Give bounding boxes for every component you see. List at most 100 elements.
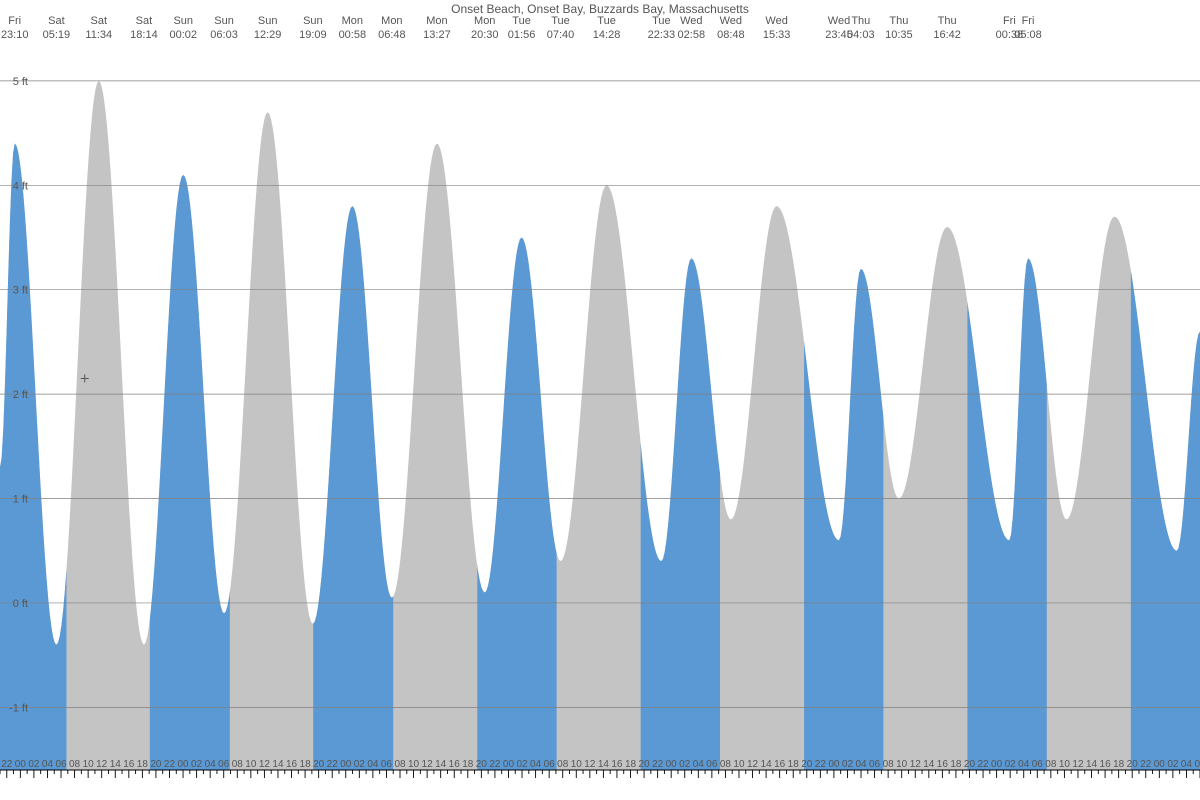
- x-tick-label: 20: [313, 759, 325, 770]
- x-tick-label: 08: [883, 759, 895, 770]
- y-tick-label: 3 ft: [13, 285, 28, 297]
- x-tick-label: 22: [652, 759, 664, 770]
- extremum-day: Sun: [258, 15, 278, 27]
- extremum-time: 22:33: [648, 29, 676, 41]
- extremum-day: Tue: [551, 15, 570, 27]
- extremum-time: 06:03: [210, 29, 238, 41]
- x-tick-label: 22: [977, 759, 989, 770]
- extremum-day: Mon: [474, 15, 495, 27]
- x-tick-label: 04: [42, 759, 54, 770]
- extremum-time: 04:03: [847, 29, 875, 41]
- x-tick-label: 00: [177, 759, 189, 770]
- x-tick-label: 16: [449, 759, 461, 770]
- x-tick-label: 12: [259, 759, 271, 770]
- extremum-day: Mon: [342, 15, 363, 27]
- x-tick-label: 04: [1018, 759, 1030, 770]
- x-tick-label: 02: [354, 759, 366, 770]
- x-tick-label: 16: [937, 759, 949, 770]
- extremum-day: Tue: [512, 15, 531, 27]
- x-tick-label: 18: [950, 759, 962, 770]
- x-tick-label: 20: [1127, 759, 1139, 770]
- extremum-day: Thu: [851, 15, 870, 27]
- x-tick-label: 10: [408, 759, 420, 770]
- x-tick-label: 18: [300, 759, 312, 770]
- x-tick-label: 02: [516, 759, 528, 770]
- x-tick-label: 04: [205, 759, 217, 770]
- x-tick-label: 08: [232, 759, 244, 770]
- extremum-day: Wed: [720, 15, 742, 27]
- x-tick-label: 04: [1181, 759, 1193, 770]
- x-tick-label: 12: [910, 759, 922, 770]
- x-tick-label: 10: [733, 759, 745, 770]
- x-tick-label: 16: [1100, 759, 1112, 770]
- extremum-day: Tue: [597, 15, 616, 27]
- x-tick-label: 18: [462, 759, 474, 770]
- extremum-day: Sun: [303, 15, 323, 27]
- x-tick-label: 20: [964, 759, 976, 770]
- x-tick-label: 08: [394, 759, 406, 770]
- extremum-time: 05:19: [43, 29, 71, 41]
- x-tick-label: 22: [1140, 759, 1152, 770]
- extremum-time: 00:02: [169, 29, 197, 41]
- extremum-time: 19:09: [299, 29, 327, 41]
- x-tick-label: 14: [435, 759, 447, 770]
- x-tick-label: 20: [639, 759, 651, 770]
- x-tick-label: 20: [150, 759, 162, 770]
- chart-svg: -1 ft0 ft1 ft2 ft3 ft4 ft5 ft22000204060…: [0, 0, 1200, 800]
- x-tick-label: 10: [83, 759, 95, 770]
- extremum-day: Sat: [48, 15, 65, 27]
- x-tick-label: 22: [327, 759, 339, 770]
- x-tick-label: 06: [1032, 759, 1044, 770]
- x-tick-label: 16: [774, 759, 786, 770]
- x-tick-label: 06: [218, 759, 230, 770]
- extremum-time: 14:28: [593, 29, 621, 41]
- x-tick-label: 04: [855, 759, 867, 770]
- y-tick-label: 4 ft: [13, 180, 28, 192]
- extremum-time: 23:10: [1, 29, 29, 41]
- x-tick-label: 00: [1154, 759, 1166, 770]
- chart-title: Onset Beach, Onset Bay, Buzzards Bay, Ma…: [0, 2, 1200, 16]
- x-tick-label: 12: [584, 759, 596, 770]
- x-tick-label: 00: [666, 759, 678, 770]
- x-tick-label: 20: [476, 759, 488, 770]
- x-tick-label: 12: [747, 759, 759, 770]
- x-tick-label: 16: [123, 759, 135, 770]
- extremum-day: Sat: [91, 15, 108, 27]
- y-tick-label: 2 ft: [13, 389, 28, 401]
- x-tick-label: 00: [991, 759, 1003, 770]
- x-tick-label: 04: [693, 759, 705, 770]
- extremum-time: 08:48: [717, 29, 745, 41]
- extremum-day: Wed: [765, 15, 787, 27]
- extremum-time: 18:14: [130, 29, 158, 41]
- x-tick-label: 02: [842, 759, 854, 770]
- extremum-time: 16:42: [933, 29, 961, 41]
- x-tick-label: 04: [367, 759, 379, 770]
- extremum-day: Thu: [938, 15, 957, 27]
- extremum-time: 13:27: [423, 29, 451, 41]
- x-tick-label: 06: [55, 759, 67, 770]
- x-tick-label: 22: [815, 759, 827, 770]
- extremum-day: Sat: [136, 15, 153, 27]
- x-tick-label: 06: [381, 759, 393, 770]
- extremum-time: 05:08: [1014, 29, 1042, 41]
- extremum-day: Sun: [214, 15, 234, 27]
- x-tick-label: 22: [489, 759, 501, 770]
- extremum-time: 07:40: [547, 29, 575, 41]
- x-tick-label: 14: [923, 759, 935, 770]
- y-tick-label: 0 ft: [13, 598, 28, 610]
- x-tick-label: 02: [1005, 759, 1017, 770]
- x-tick-label: 18: [137, 759, 149, 770]
- x-tick-label: 22: [164, 759, 176, 770]
- extremum-day: Wed: [828, 15, 850, 27]
- x-tick-label: 02: [679, 759, 691, 770]
- extremum-day: Wed: [680, 15, 702, 27]
- extremum-day: Fri: [8, 15, 21, 27]
- x-tick-label: 12: [96, 759, 108, 770]
- x-tick-label: 02: [28, 759, 40, 770]
- x-tick-label: 00: [828, 759, 840, 770]
- x-tick-label: 02: [191, 759, 203, 770]
- x-tick-label: 10: [896, 759, 908, 770]
- extremum-day: Sun: [173, 15, 193, 27]
- x-tick-label: 14: [1086, 759, 1098, 770]
- y-tick-label: 5 ft: [13, 76, 28, 88]
